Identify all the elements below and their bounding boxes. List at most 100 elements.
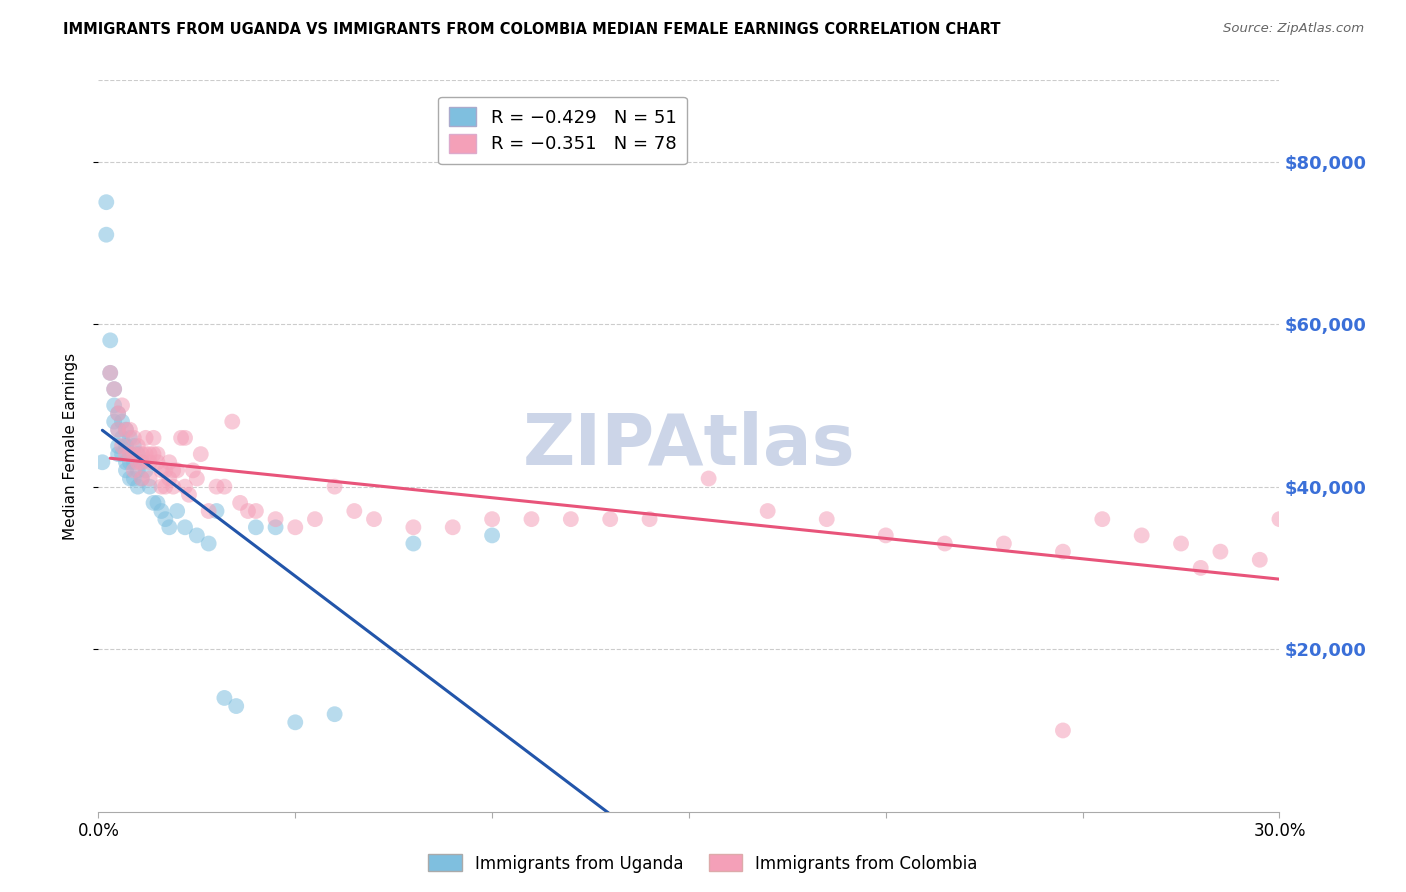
Point [993, 536, 1015, 550]
Point [122, 439, 145, 453]
Point [245, 520, 267, 534]
Point [245, 504, 267, 518]
Point [875, 528, 897, 542]
Text: IMMIGRANTS FROM UGANDA VS IMMIGRANTS FROM COLOMBIA MEDIAN FEMALE EARNINGS CORREL: IMMIGRANTS FROM UGANDA VS IMMIGRANTS FRO… [63, 22, 1001, 37]
Point [1189, 561, 1212, 575]
Point [157, 455, 180, 469]
Point [697, 471, 720, 485]
Point [157, 471, 180, 485]
Point [174, 480, 197, 494]
Point [107, 439, 129, 453]
Point [138, 447, 160, 461]
Point [111, 398, 134, 412]
Point [343, 504, 366, 518]
Point [815, 512, 838, 526]
Point [229, 496, 252, 510]
Point [174, 431, 197, 445]
Point [174, 520, 197, 534]
Point [127, 455, 149, 469]
Point [1170, 536, 1192, 550]
Point [323, 707, 346, 722]
Point [756, 504, 779, 518]
Point [284, 520, 307, 534]
Point [170, 431, 193, 445]
Point [150, 480, 173, 494]
Point [1091, 512, 1114, 526]
Point [225, 699, 247, 714]
Point [236, 504, 259, 518]
Y-axis label: Median Female Earnings: Median Female Earnings [63, 352, 77, 540]
Point [560, 512, 582, 526]
Point [264, 512, 287, 526]
Point [111, 431, 134, 445]
Point [135, 431, 157, 445]
Point [138, 480, 160, 494]
Point [135, 463, 157, 477]
Legend: R = −0.429   N = 51, R = −0.351   N = 78: R = −0.429 N = 51, R = −0.351 N = 78 [439, 96, 688, 164]
Point [103, 382, 125, 396]
Point [107, 407, 129, 421]
Point [181, 463, 204, 477]
Point [402, 536, 425, 550]
Point [131, 455, 153, 469]
Point [115, 439, 138, 453]
Point [157, 520, 180, 534]
Point [122, 463, 145, 477]
Point [138, 471, 160, 485]
Point [118, 447, 141, 461]
Point [284, 715, 307, 730]
Point [98, 366, 121, 380]
Point [115, 423, 138, 437]
Point [91, 455, 114, 469]
Point [1052, 723, 1074, 738]
Point [103, 415, 125, 429]
Point [96, 195, 118, 210]
Point [221, 415, 243, 429]
Point [127, 480, 149, 494]
Point [107, 407, 129, 421]
Point [142, 431, 165, 445]
Point [115, 455, 138, 469]
Point [155, 463, 177, 477]
Point [138, 455, 160, 469]
Point [205, 504, 228, 518]
Point [111, 415, 134, 429]
Point [1209, 544, 1232, 558]
Point [135, 447, 157, 461]
Point [146, 455, 169, 469]
Point [186, 528, 208, 542]
Point [103, 398, 125, 412]
Point [190, 447, 212, 461]
Point [599, 512, 621, 526]
Point [127, 439, 149, 453]
Point [150, 504, 173, 518]
Point [1268, 512, 1291, 526]
Point [186, 471, 208, 485]
Point [127, 447, 149, 461]
Point [166, 463, 188, 477]
Point [142, 496, 165, 510]
Point [155, 480, 177, 494]
Point [96, 227, 118, 242]
Point [115, 447, 138, 461]
Point [402, 520, 425, 534]
Point [146, 447, 169, 461]
Point [155, 512, 177, 526]
Legend: Immigrants from Uganda, Immigrants from Colombia: Immigrants from Uganda, Immigrants from … [422, 847, 984, 880]
Point [441, 520, 464, 534]
Point [98, 334, 121, 348]
Point [481, 512, 503, 526]
Point [1249, 553, 1271, 567]
Point [122, 471, 145, 485]
Point [162, 463, 184, 477]
Point [162, 480, 184, 494]
Point [131, 471, 153, 485]
Point [177, 488, 200, 502]
Point [323, 480, 346, 494]
Point [131, 447, 153, 461]
Point [107, 447, 129, 461]
Point [638, 512, 661, 526]
Point [166, 504, 188, 518]
Point [118, 455, 141, 469]
Point [115, 463, 138, 477]
